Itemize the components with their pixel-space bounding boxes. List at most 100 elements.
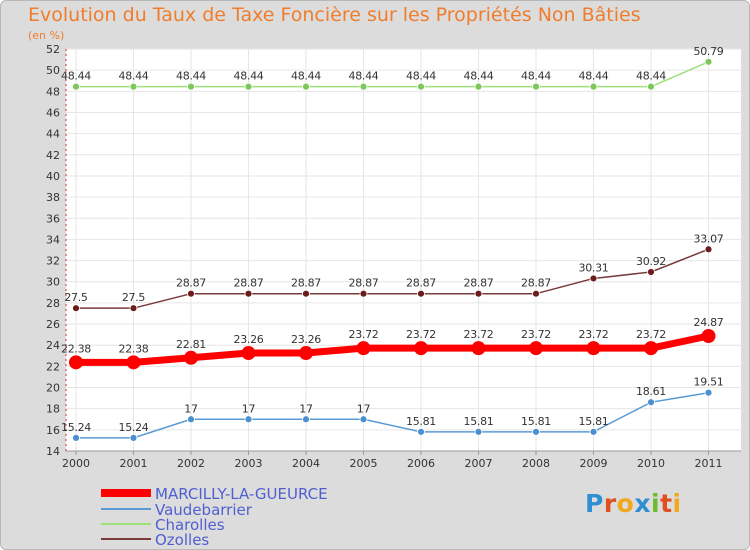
data-point-charolles — [187, 82, 195, 91]
y-tick-label: 22 — [46, 360, 60, 373]
x-tick-label: 2010 — [637, 457, 665, 470]
data-point-marcilly-la-gueurce — [644, 341, 658, 356]
legend-label-ozolles: Ozolles — [155, 531, 210, 549]
y-tick-label: 26 — [46, 318, 60, 331]
x-tick-label: 2011 — [695, 457, 723, 470]
data-point-ozolles — [532, 289, 540, 298]
data-point-ozolles — [589, 274, 598, 283]
data-point-ozolles — [359, 289, 368, 298]
data-point-charolles — [244, 82, 253, 91]
data-label-ozolles: 30.31 — [579, 261, 609, 274]
data-point-marcilly-la-gueurce — [69, 355, 83, 370]
plot-area — [66, 49, 741, 451]
x-tick-label: 2000 — [62, 457, 90, 470]
y-tick-label: 20 — [46, 382, 60, 395]
x-tick-label: 2002 — [177, 457, 205, 470]
y-tick-label: 16 — [46, 424, 60, 437]
chart-title: Evolution du Taux de Taxe Foncière sur l… — [28, 4, 641, 26]
x-tick-label: 2004 — [292, 457, 320, 470]
data-point-vaudebarrier — [359, 415, 368, 424]
data-label-charolles: 48.44 — [349, 70, 379, 83]
data-label-vaudebarrier: 18.61 — [636, 385, 666, 398]
logo-letter: i — [651, 489, 661, 518]
data-point-vaudebarrier — [532, 427, 540, 436]
data-label-vaudebarrier: 15.24 — [61, 421, 91, 434]
legend-label-vaudebarrier: Vaudebarrier — [155, 501, 252, 519]
data-label-ozolles: 28.87 — [349, 277, 379, 290]
x-tick-label: 2005 — [350, 457, 378, 470]
data-point-marcilly-la-gueurce — [184, 350, 198, 365]
data-point-ozolles — [302, 289, 310, 298]
data-point-ozolles — [647, 268, 655, 276]
series-line-ozolles — [76, 248, 709, 309]
data-label-ozolles: 33.07 — [694, 232, 724, 245]
y-tick-label: 32 — [46, 255, 60, 268]
data-label-ozolles: 27.5 — [64, 291, 88, 304]
y-tick-label: 42 — [46, 149, 60, 162]
data-label-vaudebarrier: 15.24 — [119, 421, 149, 434]
data-label-charolles: 48.44 — [61, 70, 91, 83]
data-label-marcilly-la-gueurce: 23.72 — [464, 328, 494, 341]
data-label-ozolles: 28.87 — [176, 277, 206, 290]
data-point-vaudebarrier — [704, 388, 713, 397]
data-label-marcilly-la-gueurce: 24.87 — [694, 316, 724, 329]
data-point-charolles — [532, 82, 540, 91]
x-tick-label: 2006 — [407, 457, 435, 470]
y-tick-label: 18 — [46, 403, 60, 416]
x-tick-label: 2001 — [120, 457, 148, 470]
data-label-charolles: 48.44 — [521, 70, 551, 83]
logo-letter: t — [660, 489, 673, 518]
data-label-marcilly-la-gueurce: 22.81 — [176, 338, 206, 351]
unit-label: (en %) — [28, 29, 65, 42]
data-label-marcilly-la-gueurce: 23.72 — [349, 328, 379, 341]
data-point-marcilly-la-gueurce — [241, 346, 256, 361]
y-tick-label: 24 — [46, 339, 60, 352]
data-point-charolles — [129, 82, 138, 91]
data-point-ozolles — [704, 245, 713, 254]
data-point-charolles — [704, 57, 713, 66]
data-point-vaudebarrier — [589, 427, 598, 436]
series-line-vaudebarrier — [76, 391, 709, 439]
data-point-ozolles — [417, 289, 425, 298]
data-point-ozolles — [474, 289, 483, 298]
data-point-marcilly-la-gueurce — [701, 329, 716, 344]
series-line-marcilly-la-gueurce — [76, 332, 710, 366]
series-line-charolles — [76, 61, 709, 88]
data-point-charolles — [474, 82, 483, 91]
data-label-vaudebarrier: 15.81 — [521, 415, 551, 428]
data-point-vaudebarrier — [417, 427, 425, 436]
data-point-charolles — [72, 82, 80, 91]
data-point-marcilly-la-gueurce — [126, 355, 141, 370]
y-tick-label: 30 — [46, 276, 60, 289]
data-label-marcilly-la-gueurce: 23.72 — [521, 328, 551, 341]
data-label-marcilly-la-gueurce: 23.26 — [291, 333, 321, 346]
y-tick-label: 40 — [46, 170, 60, 183]
legend-label-charolles: Charolles — [155, 516, 225, 534]
y-tick-label: 52 — [46, 43, 60, 56]
data-label-charolles: 48.44 — [579, 70, 609, 83]
data-label-marcilly-la-gueurce: 22.38 — [61, 342, 91, 355]
data-point-marcilly-la-gueurce — [299, 346, 313, 361]
x-tick-label: 2008 — [522, 457, 550, 470]
y-tick-label: 50 — [46, 64, 60, 77]
data-label-ozolles: 28.87 — [464, 277, 494, 290]
data-label-charolles: 48.44 — [464, 70, 494, 83]
data-label-ozolles: 28.87 — [406, 277, 436, 290]
data-point-charolles — [302, 82, 310, 91]
y-tick-label: 28 — [46, 297, 60, 310]
data-label-vaudebarrier: 17 — [299, 402, 313, 415]
x-tick-label: 2003 — [235, 457, 263, 470]
data-point-marcilly-la-gueurce — [586, 341, 601, 356]
data-label-charolles: 48.44 — [636, 70, 666, 83]
data-label-charolles: 48.44 — [176, 70, 206, 83]
data-point-vaudebarrier — [647, 398, 655, 407]
data-label-charolles: 48.44 — [406, 70, 436, 83]
data-label-vaudebarrier: 15.81 — [406, 415, 436, 428]
data-point-vaudebarrier — [187, 415, 195, 424]
x-tick-label: 2009 — [580, 457, 608, 470]
x-tick-label: 2007 — [465, 457, 493, 470]
data-point-ozolles — [72, 304, 80, 313]
data-label-ozolles: 28.87 — [521, 277, 551, 290]
